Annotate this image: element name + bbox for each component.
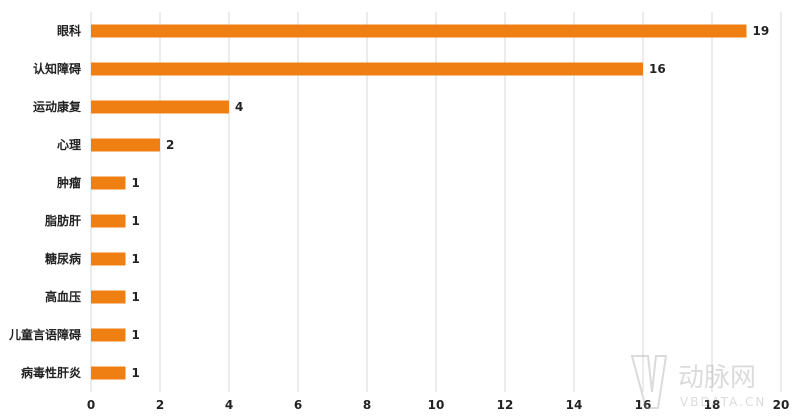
bar (91, 176, 126, 190)
category-label: 儿童言语障碍 (8, 327, 81, 342)
bar (91, 214, 126, 228)
bar (91, 366, 126, 380)
category-label: 眼科 (57, 23, 81, 38)
bar (91, 100, 229, 114)
bar (91, 24, 747, 38)
category-label: 病毒性肝炎 (21, 365, 81, 380)
x-tick-label: 14 (566, 398, 583, 412)
value-label: 1 (132, 214, 140, 228)
bar (91, 290, 126, 304)
bar (91, 252, 126, 266)
value-label: 1 (132, 176, 140, 190)
value-label: 16 (649, 62, 666, 76)
value-label: 1 (132, 328, 140, 342)
x-tick-label: 4 (225, 398, 233, 412)
watermark-logo-text: 动脉网 (678, 363, 756, 393)
value-labels: 19 16 4 2 1 1 1 1 1 1 (132, 24, 770, 380)
x-tick-label: 2 (156, 398, 164, 412)
vb-logo-icon (630, 355, 668, 409)
bar (91, 328, 126, 342)
watermark-site-text: VBDATA.CN (680, 395, 766, 409)
vbdata-watermark-logo: 动脉网 VBDATA.CN (630, 355, 766, 409)
category-label: 高血压 (45, 289, 81, 304)
value-label: 4 (235, 100, 243, 114)
category-label: 脂肪肝 (44, 213, 81, 228)
x-tick-label: 20 (773, 398, 790, 412)
x-tick-label: 16 (635, 398, 652, 412)
bars (91, 24, 747, 380)
x-tick-label: 12 (497, 398, 514, 412)
bar (91, 62, 643, 76)
x-tick-label: 18 (704, 398, 721, 412)
category-label: 肿瘤 (57, 175, 81, 190)
category-label: 运动康复 (33, 99, 82, 114)
category-label: 糖尿病 (45, 251, 81, 266)
value-label: 1 (132, 290, 140, 304)
value-label: 1 (132, 252, 140, 266)
x-axis-tick-labels: 0 2 4 6 8 10 12 14 16 18 20 (87, 398, 790, 412)
category-label: 心理 (57, 138, 81, 152)
x-tick-label: 0 (87, 398, 95, 412)
value-label: 19 (753, 24, 770, 38)
category-label: 认知障碍 (33, 61, 81, 76)
value-label: 2 (166, 138, 174, 152)
value-label: 1 (132, 366, 140, 380)
x-tick-label: 8 (363, 398, 371, 412)
x-tick-label: 6 (294, 398, 302, 412)
x-tick-label: 10 (428, 398, 445, 412)
bar (91, 138, 160, 152)
